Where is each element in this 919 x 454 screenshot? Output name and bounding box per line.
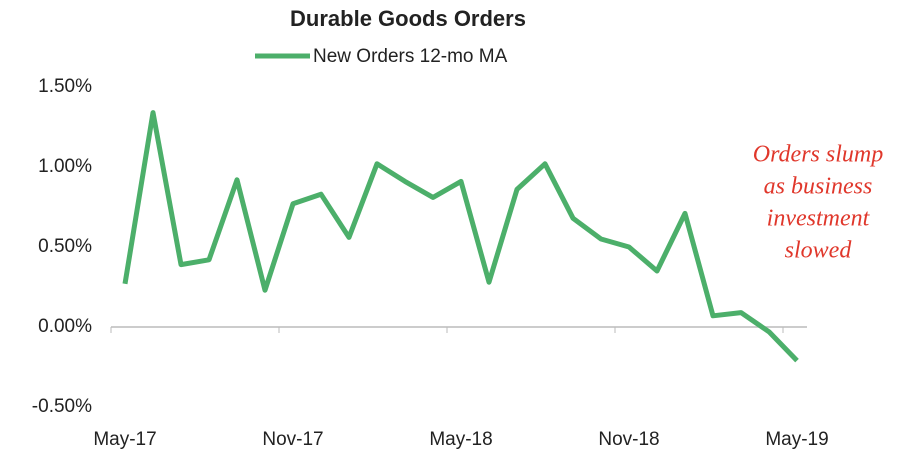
chart-title: Durable Goods Orders	[290, 6, 526, 31]
x-tick-label: May-19	[765, 429, 828, 450]
x-tick-label: May-17	[93, 429, 156, 450]
annotation: Orders slump	[753, 142, 883, 168]
x-tick-label: Nov-18	[598, 429, 659, 450]
annotation: as business	[764, 174, 873, 200]
annotation: investment	[767, 206, 871, 232]
legend-label: New Orders 12-mo MA	[313, 46, 508, 67]
y-tick-label: 0.50%	[38, 236, 92, 257]
x-tick-label: Nov-17	[262, 429, 323, 450]
y-tick-label: 0.00%	[38, 316, 92, 337]
line-series	[122, 110, 799, 363]
annotation: slowed	[785, 238, 853, 264]
y-tick-label: 1.00%	[38, 156, 92, 177]
x-tick-label: May-18	[429, 429, 492, 450]
y-tick-label: -0.50%	[32, 396, 92, 417]
y-tick-label: 1.50%	[38, 76, 92, 97]
